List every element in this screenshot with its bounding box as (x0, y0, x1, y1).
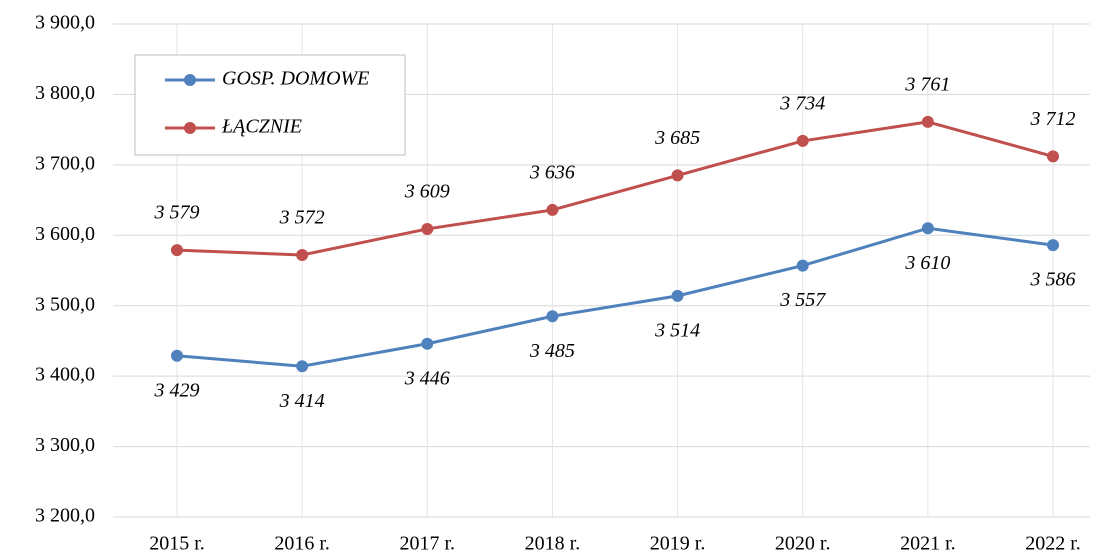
y-tick-label: 3 700,0 (35, 152, 95, 174)
data-label: 3 429 (154, 379, 200, 401)
y-tick-label: 3 300,0 (35, 434, 95, 456)
point (421, 222, 434, 235)
data-label: 3 734 (779, 93, 825, 115)
data-label: 3 712 (1030, 108, 1076, 130)
x-tick-label: 2019 r. (650, 533, 706, 555)
legend-label: GOSP. DOMOWE (222, 68, 369, 90)
y-tick-label: 3 400,0 (35, 364, 95, 386)
data-label: 3 579 (154, 202, 200, 224)
x-tick-label: 2015 r. (149, 533, 205, 555)
data-label: 3 514 (654, 319, 700, 341)
y-tick-label: 3 200,0 (35, 505, 95, 527)
point (1047, 150, 1059, 163)
series-line (176, 226, 1054, 368)
legend-marker (184, 74, 196, 86)
x-tick-label: 2020 r. (775, 533, 831, 555)
data-label: 3 761 (904, 73, 950, 95)
data-label: 3 572 (279, 207, 325, 229)
point (921, 222, 934, 235)
y-tick-label: 3 800,0 (35, 82, 95, 104)
x-tick-label: 2017 r. (400, 533, 456, 555)
data-label: 3 485 (529, 340, 575, 362)
point (421, 337, 434, 350)
legend-label: ŁĄCZNIE (221, 116, 302, 138)
point (171, 349, 183, 362)
point (546, 203, 559, 216)
y-tick-label: 3 500,0 (35, 293, 95, 315)
y-tick-label: 3 600,0 (35, 223, 95, 245)
y-tick-label: 3 900,0 (35, 12, 95, 34)
data-label: 3 414 (279, 390, 325, 412)
x-tick-label: 2022 r. (1025, 533, 1081, 555)
point (296, 360, 309, 373)
data-label: 3 446 (404, 367, 450, 389)
point (171, 244, 183, 257)
point (671, 289, 684, 302)
point (296, 249, 309, 262)
legend-box (134, 54, 406, 156)
data-label: 3 609 (404, 181, 450, 203)
point (921, 115, 934, 128)
legend-marker (184, 122, 196, 134)
point (671, 169, 684, 182)
point (796, 134, 809, 147)
point (796, 259, 809, 272)
x-tick-label: 2018 r. (525, 533, 581, 555)
data-label: 3 685 (654, 127, 700, 149)
data-label: 3 610 (904, 252, 950, 274)
point (1047, 239, 1059, 252)
x-tick-label: 2016 r. (274, 533, 330, 555)
point (546, 310, 559, 323)
data-label: 3 586 (1030, 269, 1076, 291)
data-label: 3 557 (779, 289, 826, 311)
series-line (176, 120, 1054, 257)
data-label: 3 636 (529, 162, 575, 184)
x-tick-label: 2021 r. (900, 533, 956, 555)
